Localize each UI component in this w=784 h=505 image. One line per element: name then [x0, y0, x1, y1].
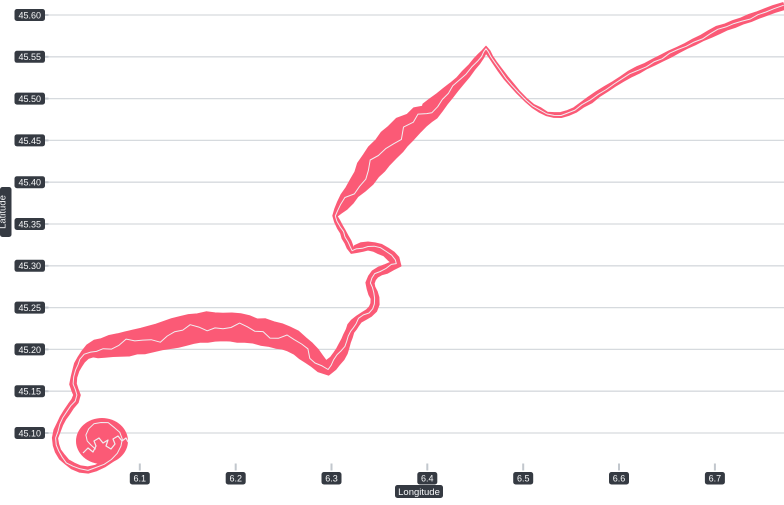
- svg-text:6.4: 6.4: [421, 474, 434, 484]
- svg-text:45.20: 45.20: [19, 345, 42, 355]
- svg-text:Latitude: Latitude: [0, 195, 9, 229]
- svg-text:45.50: 45.50: [19, 94, 42, 104]
- svg-text:45.10: 45.10: [19, 428, 42, 438]
- svg-text:45.60: 45.60: [19, 10, 42, 20]
- svg-text:45.40: 45.40: [19, 178, 42, 188]
- svg-text:6.7: 6.7: [709, 474, 722, 484]
- svg-text:6.2: 6.2: [229, 474, 242, 484]
- svg-text:6.3: 6.3: [325, 474, 338, 484]
- svg-text:6.1: 6.1: [134, 474, 147, 484]
- svg-text:45.45: 45.45: [19, 136, 42, 146]
- svg-text:Longitude: Longitude: [398, 487, 440, 498]
- svg-text:45.15: 45.15: [19, 387, 42, 397]
- svg-text:6.5: 6.5: [517, 474, 530, 484]
- svg-text:45.25: 45.25: [19, 303, 42, 313]
- svg-text:45.30: 45.30: [19, 261, 42, 271]
- svg-text:45.35: 45.35: [19, 219, 42, 229]
- svg-text:6.6: 6.6: [613, 474, 626, 484]
- svg-text:45.55: 45.55: [19, 52, 42, 62]
